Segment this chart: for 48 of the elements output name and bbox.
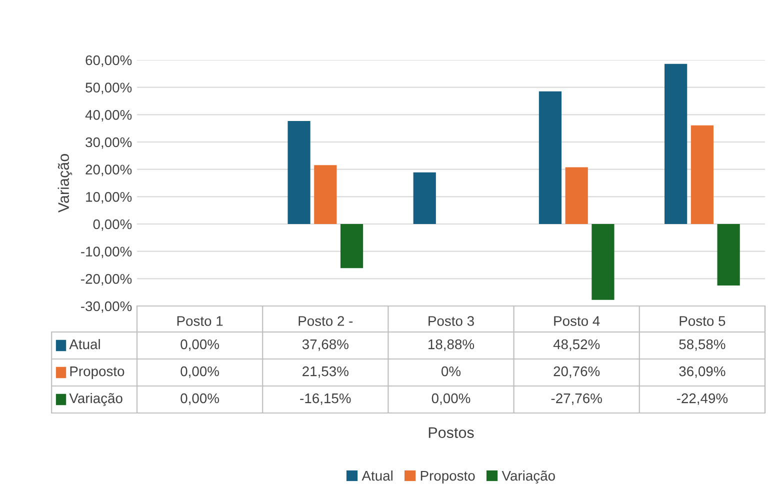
- y-tick-label: -10,00%: [81, 246, 132, 258]
- y-tick-label: -30,00%: [81, 301, 132, 313]
- data-label: -27,76%: [551, 393, 602, 405]
- bar: [565, 167, 588, 224]
- data-label: 0,00%: [432, 393, 470, 405]
- data-label: 0,00%: [180, 366, 219, 378]
- y-tick-label: 20,00%: [86, 164, 132, 176]
- bar: [690, 125, 714, 224]
- data-label: -22,49%: [676, 393, 728, 405]
- text: Variação: [69, 392, 122, 406]
- data-label: 21,53%: [302, 366, 348, 378]
- bar: [664, 64, 688, 224]
- y-tick-label: -20,00%: [81, 274, 132, 286]
- bar: [592, 224, 614, 300]
- x-tick-label: Posto 4: [554, 316, 600, 326]
- y-tick-label: 10,00%: [86, 192, 132, 204]
- bar: [288, 121, 310, 224]
- data-label: 36,09%: [679, 366, 726, 378]
- y-tick-label: 0,00%: [93, 219, 132, 231]
- text: Atual: [362, 470, 392, 481]
- bar: [340, 224, 364, 268]
- x-tick-label: Posto 2 -: [298, 316, 353, 326]
- y-tick-label: 50,00%: [86, 82, 132, 94]
- data-label: 37,68%: [302, 339, 348, 351]
- legend-label: Variação: [502, 470, 555, 484]
- y-tick-label: 30,00%: [86, 137, 132, 149]
- data-label: -16,15%: [300, 393, 351, 405]
- text: Proposto: [420, 471, 475, 484]
- x-tick-label: Posto 3: [428, 316, 474, 326]
- legend-label: Atual: [69, 339, 100, 350]
- bar: [538, 91, 562, 224]
- x-tick-label: Posto 1: [177, 316, 223, 326]
- data-label: 0,00%: [180, 339, 219, 351]
- y-axis-title: Variação: [58, 154, 72, 213]
- y-tick-label: 60,00%: [86, 55, 132, 67]
- data-label: 0%: [442, 366, 461, 376]
- y-tick-label: 40,00%: [85, 110, 132, 122]
- data-label: 0,00%: [180, 393, 219, 405]
- data-label: 18,88%: [428, 339, 474, 351]
- data-label: 58,58%: [679, 339, 726, 351]
- bar: [413, 172, 436, 224]
- bar: [717, 224, 740, 286]
- text: Postos: [428, 427, 474, 438]
- bar: [314, 165, 337, 224]
- data-label: 48,52%: [553, 339, 600, 351]
- data-label: 20,76%: [554, 366, 600, 378]
- x-tick-label: Posto 5: [680, 316, 726, 326]
- legend-label: Proposto: [70, 366, 124, 379]
